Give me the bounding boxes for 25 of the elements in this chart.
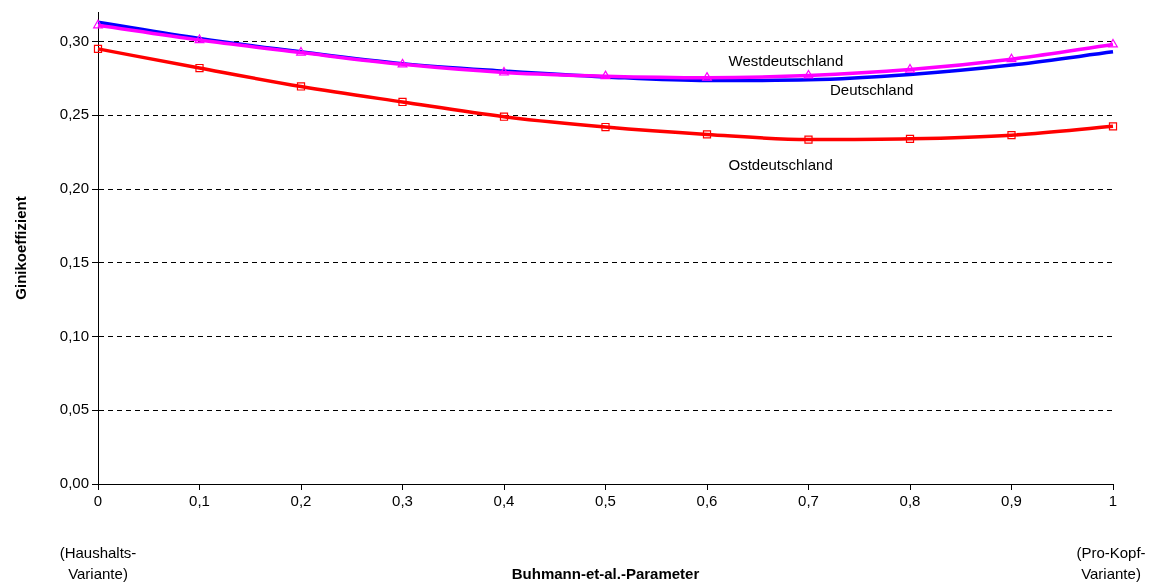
text: (Pro-Kopf- Variante) [1076, 544, 1146, 583]
series-label: Westdeutschland [728, 51, 844, 69]
x-tick-label: 0,1 [189, 492, 210, 510]
x-tick-label: 0,5 [595, 492, 616, 510]
x-tick-label: 0,4 [493, 492, 515, 510]
text: (Haushalts- Variante) [59, 544, 137, 583]
x-tick-label: 0,8 [899, 492, 921, 510]
y-tick-label: 0,10 [59, 326, 89, 344]
series-label: Ostdeutschland [728, 155, 833, 173]
y-tick-label: 0,00 [59, 474, 89, 492]
y-tick-label: 0,20 [59, 179, 89, 197]
y-tick-label: 0,15 [59, 252, 89, 270]
x-tick-label: 0,3 [392, 492, 413, 510]
x-axis-title: Buhmann-et-al.-Parameter [511, 565, 700, 583]
y-tick-label: 0,05 [59, 400, 89, 418]
x-tick-label: 0,6 [696, 492, 718, 510]
x-tick-label: 0,7 [798, 492, 819, 510]
x-tick-label: 0 [93, 492, 103, 510]
y-axis-title: Ginikoeffizient [12, 196, 30, 300]
series-label: Deutschland [830, 80, 914, 98]
x-tick-label: 1 [1108, 492, 1118, 510]
x-tick-label: 0,9 [1001, 492, 1022, 510]
y-tick-label: 0,25 [59, 105, 89, 123]
y-tick-label: 0,30 [59, 31, 89, 49]
x-tick-label: 0,2 [290, 492, 312, 510]
